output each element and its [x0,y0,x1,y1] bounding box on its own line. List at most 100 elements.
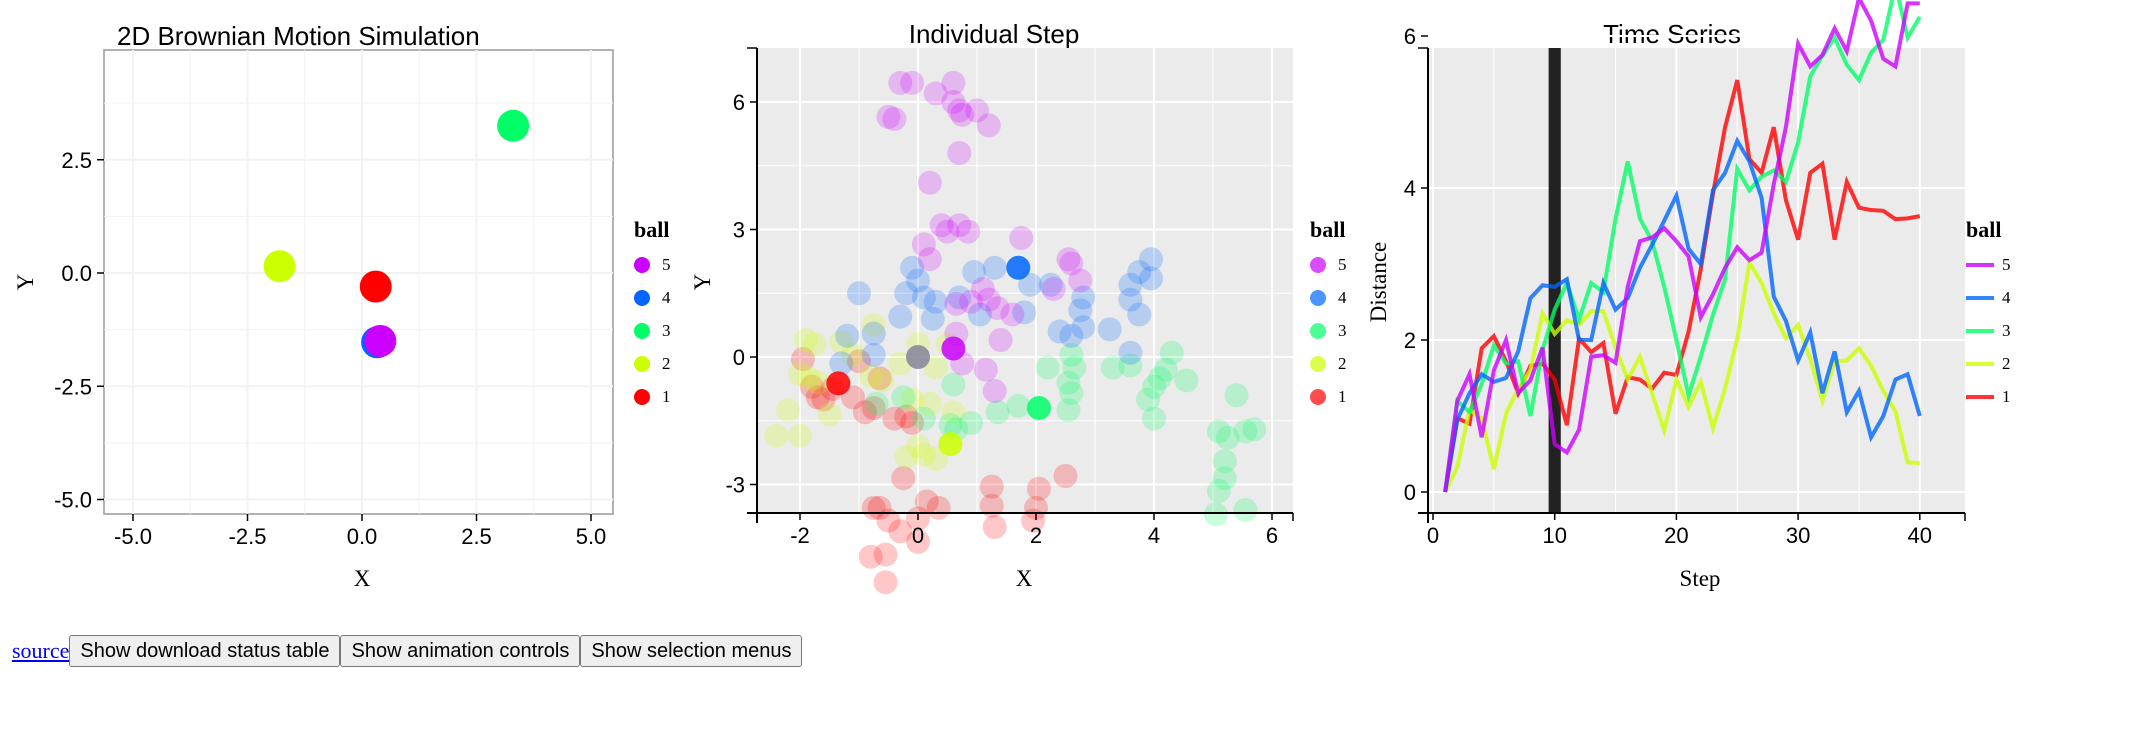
legend-item-ball-2[interactable]: 2 [634,354,671,373]
brownian-panel: 2D Brownian Motion Simulation -5.0 -2.5 0.… [13,21,671,591]
ball-4-trail-point [1047,319,1072,344]
ball-4-trail-point [1068,298,1093,323]
ball-1-trail-point [1053,464,1078,488]
show-animation-controls-button[interactable]: Show animation controls [340,635,581,667]
legend-item-ball-2[interactable]: 2 [1310,354,1347,373]
ball-1-trail-point [1026,476,1051,501]
ball-3-current-point[interactable] [1026,396,1051,420]
ball-1-trail-point [873,570,898,595]
legend-item-ball-4[interactable]: 4 [634,288,671,307]
ball-1-trail-point [811,387,836,412]
ball-2-trail-point [923,355,948,380]
ball-4-trail-point [835,323,860,348]
ball-3-trail-point [1233,498,1258,522]
legend-dot-icon [634,257,650,273]
x-tick-label: 2 [1030,523,1042,548]
legend-label: 2 [662,354,671,373]
legend-item-ball-4[interactable]: 4 [1310,288,1347,307]
ball-4-current-point[interactable] [1006,255,1031,280]
ball-3-trail-point [911,406,936,431]
panel2-legend: ball 5 4 3 2 1 [1310,217,1347,406]
ball-3-trail-point [1224,383,1249,408]
ball-3-marker[interactable] [497,109,530,142]
ball-3-trail-point [1212,466,1237,491]
ball-5-trail-point [876,104,901,129]
ball-2-trail-point [793,328,818,352]
legend-dot-icon [1310,389,1326,405]
ball-2-trail-point [776,398,801,423]
ball-1-trail-point [790,347,815,372]
legend-label: 4 [2002,288,2011,307]
panel1-xlabel: X [354,566,371,591]
ball-4-trail-point [1127,260,1152,284]
x-tick-label: 2.5 [461,524,492,549]
ball-3-trail-point [1035,355,1060,380]
ball-0-current-point[interactable] [906,345,930,369]
legend-dot-icon [1310,323,1326,339]
ball-5-trail-point [970,277,995,301]
ball-4-trail-point [906,268,930,293]
ball-3-trail-point [1212,449,1237,474]
x-tick-label: 6 [1266,523,1278,548]
legend-item-ball-5[interactable]: 5 [1966,255,2011,274]
ball-2-current-point[interactable] [938,432,963,457]
x-tick-label: 0 [1427,523,1439,548]
ball-5-current-point[interactable] [941,336,966,361]
legend-item-ball-1[interactable]: 1 [1966,387,2011,406]
y-tick-label: 2.5 [61,148,92,173]
ball-1-trail-point [982,515,1007,539]
ball-1-current-point[interactable] [826,371,851,396]
ball-1-trail-point [900,410,925,435]
ball-4-trail-point [1012,300,1037,325]
ball-2-trail-point [861,313,886,338]
ball-5-trail-point [1068,268,1093,293]
ball-5-marker[interactable] [364,324,397,357]
legend-item-ball-1[interactable]: 1 [634,387,671,406]
legend-label: 4 [662,288,671,307]
show-selection-menus-button[interactable]: Show selection menus [580,635,803,667]
legend-title: ball [1310,217,1345,242]
ball-1-trail-point [861,396,886,420]
ball-1-trail-point [852,400,877,425]
ball-1-trail-point [926,495,951,520]
x-tick-label: 5.0 [576,524,607,549]
legend-item-ball-3[interactable]: 3 [1966,321,2011,340]
legend-dot-icon [1310,257,1326,273]
ball-5-line[interactable] [1443,0,1920,493]
legend-label: 1 [1338,387,1347,406]
ball-3-trail-point [1242,417,1267,442]
legend-item-ball-4[interactable]: 4 [1966,288,2011,307]
ball-3-trail-point [941,372,966,397]
y-tick-label: 6 [1404,24,1416,49]
legend-item-ball-3[interactable]: 3 [1310,321,1347,340]
ball-2-trail-point [917,391,942,416]
panel2-title: Individual Step [909,19,1080,49]
x-tick-label: 20 [1664,523,1688,548]
ball-5-trail-point [929,213,954,238]
individual-step-panel: Individual Step -2 0 2 4 6 6 3 0 -3 X Y ball 5 4 3 2… [690,19,1347,595]
ball-4-line[interactable] [1443,136,1922,493]
ball-3-trail-point [1100,355,1125,380]
legend-item-ball-2[interactable]: 2 [1966,354,2011,373]
legend-item-ball-5[interactable]: 5 [1310,255,1347,274]
legend-item-ball-1[interactable]: 1 [1310,387,1347,406]
show-download-status-table-button[interactable]: Show download status table [69,635,341,667]
legend-item-ball-3[interactable]: 3 [634,321,671,340]
ball-1-marker[interactable] [359,270,392,303]
ball-4-trail-point [920,306,945,331]
y-tick-label: 3 [733,218,745,243]
legend-dot-icon [634,389,650,405]
ball-3-trail-point [1006,393,1031,418]
ball-4-trail-point [847,281,871,306]
ball-4-trail-point [1018,272,1043,297]
legend-dot-icon [1310,290,1326,306]
y-tick-label: 0 [1404,480,1416,505]
ball-2-marker[interactable] [263,250,296,283]
ball-2-trail-point [900,387,925,412]
source-link[interactable]: source [12,638,70,663]
ball-3-trail-point [1142,374,1166,399]
panel1-points [263,109,530,359]
x-tick-label: 40 [1908,523,1932,548]
legend-item-ball-5[interactable]: 5 [634,255,671,274]
ball-5-trail-point [941,90,966,114]
